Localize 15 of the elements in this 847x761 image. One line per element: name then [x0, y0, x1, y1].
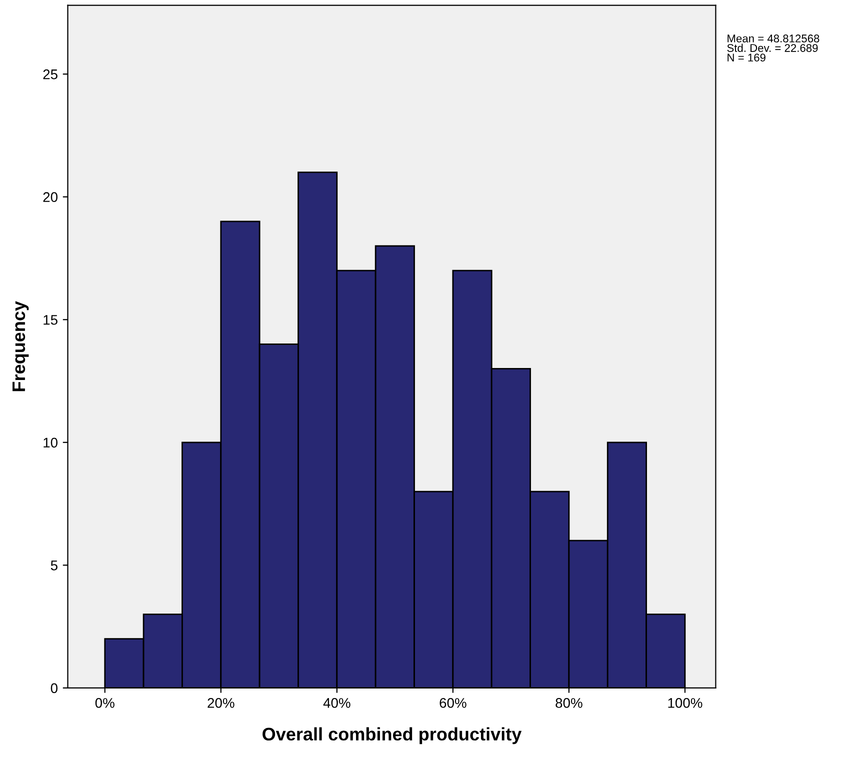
x-tick-label: 0% — [95, 698, 114, 708]
x-tick-label: 100% — [668, 698, 702, 708]
y-tick-label: 15 — [44, 315, 58, 325]
y-axis-title: Frequency — [12, 301, 29, 392]
x-axis-title: Overall combined productivity — [262, 727, 522, 744]
y-tick-label: 5 — [50, 560, 58, 570]
x-tick-label: 80% — [556, 698, 582, 708]
y-tick-label: 25 — [43, 69, 58, 80]
x-tick-label: 20% — [208, 698, 234, 708]
text: Mean = 48.812568 Std. Dev. = 22.689 N = 169 — [727, 34, 820, 62]
y-tick-label: 20 — [43, 192, 58, 202]
y-tick-label: 0 — [50, 683, 58, 694]
y-tick-label: 10 — [44, 438, 58, 448]
x-tick-label: 60% — [440, 698, 466, 708]
x-tick-label: 40% — [323, 698, 350, 708]
